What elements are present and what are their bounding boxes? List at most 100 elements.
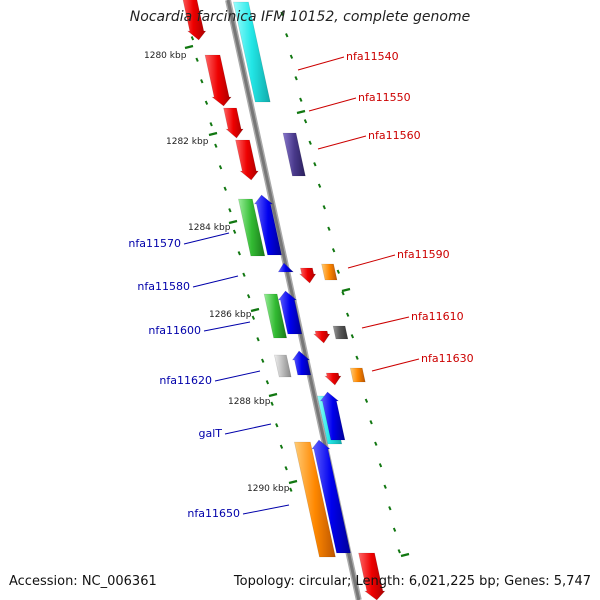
gene-red [298,267,317,284]
gene-leader-line [242,504,290,515]
major-tick [228,219,238,225]
scale-tick [308,140,312,145]
scale-tick-layer [184,11,410,558]
kbp-label: 1280 kbp [144,51,187,61]
scale-tick [364,398,369,403]
gene-blue [277,290,303,335]
scale-tick [313,162,317,167]
scale-tick [237,251,241,256]
gene-label: nfa11630 [421,352,474,365]
gene-label: nfa11540 [346,50,399,63]
gene-leader-line [192,275,239,288]
scale-tick [251,315,256,320]
gene-leader-line [297,56,345,71]
scale-tick [331,248,336,253]
gene-red [182,0,207,41]
scale-tick [322,205,326,210]
gene-blue [253,194,282,256]
major-tick [288,479,298,485]
scale-tick [350,334,355,339]
kbp-label: 1288 kbp [228,397,271,407]
scale-tick [392,527,397,532]
gene-leader-line [347,254,396,269]
gene-label: galT [199,427,223,440]
gene-blue [277,262,295,273]
accession-text: Accession: NC_006361 [9,574,157,589]
scale-tick [204,100,209,105]
gene-label: nfa11580 [137,280,190,293]
scale-tick [232,229,237,234]
gene-leader-line [361,316,410,329]
scale-tick [246,294,251,299]
scale-tick [378,463,383,468]
gene-orange [293,441,336,558]
gene-red [235,139,259,181]
scale-tick [242,272,246,277]
gene-label: nfa11560 [368,129,421,142]
scale-tick [355,355,359,360]
gene-label: nfa11620 [159,374,212,387]
gene-leader-line [308,97,357,112]
scale-tick [223,186,227,191]
gene-green [263,293,288,339]
major-tick [296,109,306,115]
scale-tick [374,441,378,446]
scale-tick [327,226,331,231]
scale-tick [280,11,284,16]
scale-tick [397,549,401,554]
kbp-label: 1290 kbp [247,484,290,494]
scale-tick [369,420,373,425]
kbp-label: 1282 kbp [166,137,209,147]
gene-red [313,330,331,344]
scale-tick [303,119,308,124]
gene-leader-line [224,423,272,435]
major-tick [250,307,260,313]
gene-red [324,372,342,386]
scale-tick [214,143,218,148]
scale-tick [289,487,293,492]
scale-tick [195,57,199,62]
gene-red [358,552,386,600]
gene-orange [349,367,366,383]
scale-tick [270,401,274,406]
gene-leader-line [317,135,367,150]
major-tick [400,552,410,558]
gene-leader-line [183,232,230,245]
gene-blue [311,439,351,554]
gene-label: nfa11610 [411,310,464,323]
scale-tick [228,208,232,213]
gene-label: nfa11550 [358,91,411,104]
scale-tick [218,165,223,170]
scale-tick [299,97,303,102]
gene-blue [319,391,346,441]
gene-red [204,54,232,107]
major-tick [184,44,194,50]
scale-tick [388,506,392,511]
gene-label: nfa11590 [397,248,450,261]
gene-darkgray [332,325,349,340]
gene-leader-line [371,358,420,372]
scale-tick [336,269,340,274]
gene-cyan [233,1,271,103]
scale-tick [285,33,289,38]
gene-leader-line [214,370,261,382]
major-tick [208,131,218,137]
kbp-label: 1284 kbp [188,223,231,233]
scale-tick [209,122,213,127]
scale-tick [346,312,350,317]
gene-navy [282,132,306,177]
scale-tick [256,337,260,342]
gene-red [223,107,244,139]
scale-tick [383,484,387,489]
scale-tick [294,76,298,81]
label-layer: 1280 kbp 1282 kbp 1284 kbp 1286 kbp 1288 kbp… [128,50,473,520]
gene-blue [291,350,312,376]
topology-text: Topology: circular; Length: 6,021,225 bp… [233,574,591,589]
major-tick [341,287,351,293]
gene-layer [182,0,386,600]
gene-leader-line [203,321,251,332]
scale-tick [190,36,195,41]
scale-tick [200,79,204,84]
gene-label: nfa11650 [187,507,240,520]
